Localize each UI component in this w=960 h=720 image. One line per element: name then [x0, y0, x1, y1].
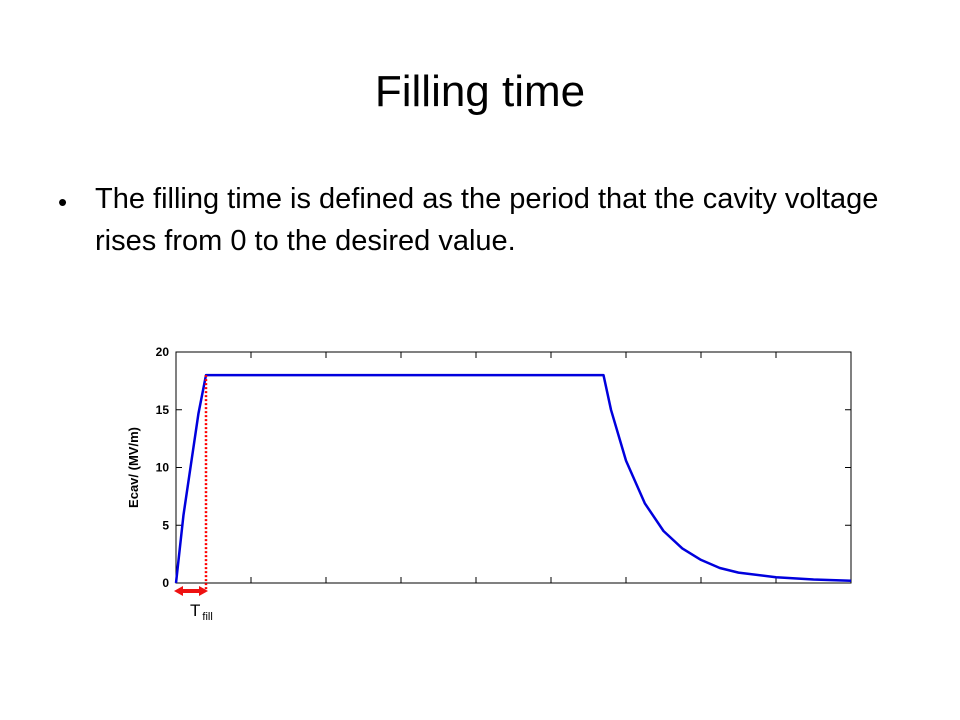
bullet-icon: •: [58, 187, 68, 217]
y-tick-label: 20: [156, 345, 170, 359]
slide-title: Filling time: [374, 67, 586, 116]
bullet-text: The filling time is defined as the perio…: [95, 183, 879, 257]
plot-frame: [175, 351, 852, 584]
fill-arrow-head-left: [174, 586, 183, 596]
y-tick-label: 0: [162, 576, 169, 590]
y-tick-label: 15: [156, 403, 170, 417]
y-tick-label: 10: [156, 461, 170, 475]
y-tick-label: 5: [162, 518, 169, 532]
fill-arrow-head-right: [199, 586, 208, 596]
y-axis-label: Ecav/ (MV/m): [126, 427, 141, 508]
fill-time-label-main: T: [190, 601, 200, 620]
chart-layer: 0 5 10 15 20 Ecav/ (MV/m) T fill: [126, 345, 852, 623]
series-line: [174, 373, 852, 584]
fill-time-label-sub: fill: [202, 611, 212, 623]
